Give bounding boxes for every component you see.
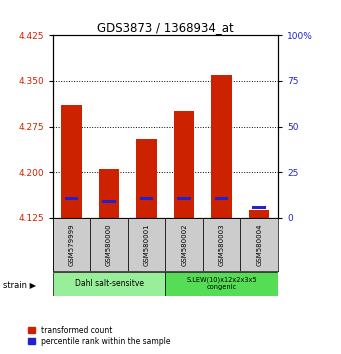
Bar <box>215 197 228 200</box>
Bar <box>165 272 278 296</box>
Text: GSM580002: GSM580002 <box>181 223 187 266</box>
Bar <box>53 218 90 271</box>
Bar <box>128 218 165 271</box>
Bar <box>102 200 116 203</box>
Bar <box>140 197 153 200</box>
Bar <box>65 197 78 200</box>
Bar <box>177 197 191 200</box>
Text: strain ▶: strain ▶ <box>3 280 36 289</box>
Bar <box>165 218 203 271</box>
Title: GDS3873 / 1368934_at: GDS3873 / 1368934_at <box>97 21 234 34</box>
Bar <box>252 206 266 209</box>
Text: GSM580001: GSM580001 <box>144 223 150 266</box>
Text: S.LEW(10)x12x2x3x5
congenic: S.LEW(10)x12x2x3x5 congenic <box>186 277 257 290</box>
Text: Dahl salt-sensitve: Dahl salt-sensitve <box>75 279 144 288</box>
Bar <box>53 272 165 296</box>
Bar <box>249 210 269 218</box>
Legend: transformed count, percentile rank within the sample: transformed count, percentile rank withi… <box>28 325 171 347</box>
Bar <box>61 105 82 218</box>
Bar <box>90 218 128 271</box>
Bar <box>174 112 194 218</box>
Bar <box>136 139 157 218</box>
Text: GSM580000: GSM580000 <box>106 223 112 266</box>
Bar <box>211 75 232 218</box>
Bar <box>240 218 278 271</box>
Text: GSM580004: GSM580004 <box>256 223 262 266</box>
Bar <box>99 169 119 218</box>
Bar <box>203 218 240 271</box>
Text: GSM580003: GSM580003 <box>219 223 225 266</box>
Text: GSM579999: GSM579999 <box>69 223 75 266</box>
